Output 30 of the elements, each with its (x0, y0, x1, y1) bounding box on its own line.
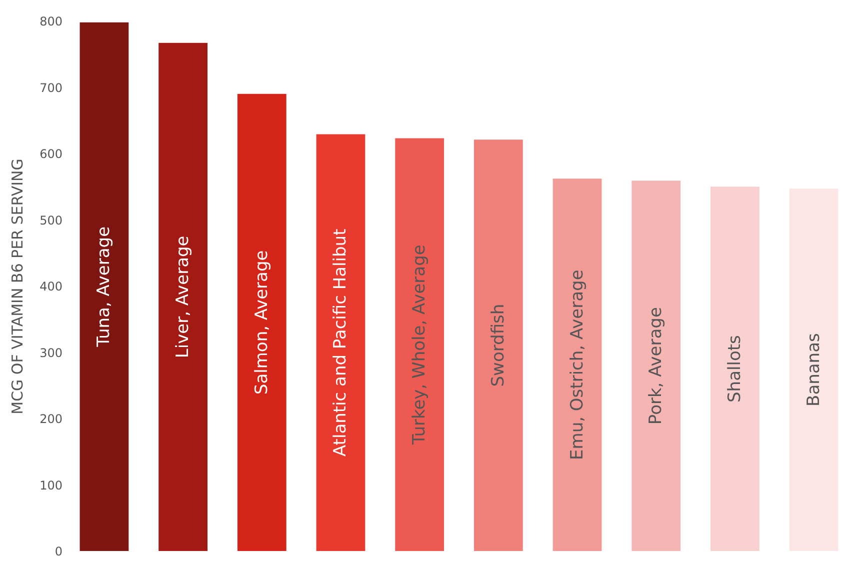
y-tick-label: 500 (40, 213, 62, 228)
bar (158, 42, 208, 551)
y-tick-label: 0 (54, 544, 62, 558)
bar (395, 138, 444, 551)
y-tick-label: 600 (40, 147, 62, 161)
x-tick-label: Emu, Ostrich, Average (567, 270, 588, 460)
bar (632, 180, 681, 551)
x-tick-label: Tuna, Average (94, 226, 114, 348)
x-tick-label: Salmon, Average (252, 250, 272, 395)
y-tick-label: 200 (40, 412, 62, 426)
bar (710, 186, 760, 551)
y-tick-label: 400 (40, 280, 62, 294)
bar (80, 22, 129, 551)
bar (552, 178, 602, 551)
y-axis-title: MCG OF VITAMIN B6 PER SERVING (8, 158, 27, 414)
x-tick-label: Swordfish (488, 304, 508, 387)
x-tick-label: Shallots (724, 334, 745, 402)
bar (316, 134, 366, 551)
x-tick-label: Atlantic and Pacific Halibut (330, 228, 351, 457)
x-tick-label: Turkey, Whole, Average (410, 244, 430, 446)
x-tick-label: Pork, Average (646, 307, 666, 425)
bar (474, 140, 523, 551)
y-tick-label: 700 (40, 80, 62, 95)
x-tick-label: Bananas (804, 333, 824, 406)
bar (789, 188, 838, 551)
bar (237, 94, 286, 551)
y-tick-label: 300 (40, 346, 62, 360)
x-tick-label: Liver, Average (173, 236, 194, 358)
y-tick-label: 800 (40, 14, 62, 28)
y-tick-label: 100 (40, 478, 62, 492)
